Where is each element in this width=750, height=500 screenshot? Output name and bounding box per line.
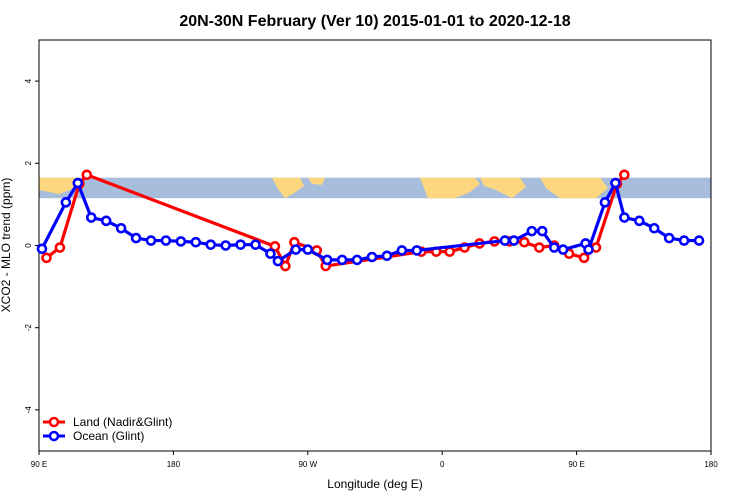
data-point	[583, 244, 594, 255]
data-point	[269, 241, 281, 252]
data-point	[610, 177, 621, 189]
data-point	[548, 242, 560, 253]
data-point	[130, 232, 142, 244]
data-point	[396, 245, 408, 256]
data-point	[693, 235, 705, 246]
data-point	[190, 236, 202, 248]
data-point	[366, 251, 378, 263]
x-tick-label: 180	[167, 460, 181, 469]
data-point	[634, 215, 645, 227]
data-point	[145, 235, 157, 246]
map-land-shape	[420, 177, 480, 199]
data-point	[533, 242, 545, 253]
x-tick-label: 180	[704, 460, 718, 469]
data-point	[265, 248, 276, 260]
series-layer	[36, 169, 705, 272]
data-point	[619, 212, 630, 223]
legend-marker-land	[48, 416, 60, 428]
legend-item-ocean: Ocean (Glint)	[43, 429, 144, 443]
data-point	[508, 235, 520, 246]
data-point	[36, 243, 48, 255]
legend-label-ocean: Ocean (Glint)	[73, 429, 144, 443]
data-point	[290, 244, 302, 255]
x-axis: 90 E 180 90 W 0 90 E 180	[31, 451, 718, 469]
data-point	[54, 242, 66, 253]
data-point	[81, 169, 93, 181]
world-map-band	[39, 177, 711, 199]
data-point	[100, 215, 112, 227]
data-point	[619, 169, 630, 181]
data-point	[526, 225, 538, 237]
legend-marker-ocean	[48, 430, 60, 442]
y-tick-label: -4	[24, 406, 33, 414]
data-point	[72, 177, 84, 189]
x-tick-label: 90 W	[298, 460, 317, 469]
data-point	[235, 239, 246, 250]
legend: Land (Nadir&Glint) Ocean (Glint)	[43, 415, 172, 443]
data-point	[280, 260, 291, 272]
data-point	[41, 252, 52, 264]
data-point	[250, 239, 261, 250]
data-point	[175, 236, 187, 247]
y-tick-label: -2	[24, 324, 33, 332]
data-point	[648, 222, 660, 234]
series-ocean	[36, 177, 705, 267]
data-point	[220, 240, 231, 251]
data-point	[499, 235, 511, 246]
legend-label-land: Land (Nadir&Glint)	[73, 415, 172, 429]
legend-item-land: Land (Nadir&Glint)	[43, 415, 172, 429]
map-land-shape	[308, 177, 325, 185]
data-point	[115, 222, 127, 234]
map-land-shape	[540, 177, 608, 199]
y-tick-label: 4	[24, 78, 33, 83]
map-land-shapes	[39, 177, 608, 199]
map-land-shape	[272, 177, 304, 199]
data-point	[85, 212, 97, 223]
data-point	[536, 225, 548, 237]
data-point	[60, 197, 72, 208]
x-tick-label: 90 E	[568, 460, 584, 469]
data-point	[321, 254, 333, 266]
map-land-shape	[480, 177, 526, 199]
map-land-shape	[39, 177, 79, 195]
y-axis-label: XCO2 - MLO trend (ppm)	[0, 178, 13, 313]
data-point	[663, 232, 675, 244]
x-tick-label: 0	[440, 460, 445, 469]
data-point	[160, 235, 172, 246]
data-point	[599, 197, 611, 208]
data-point	[578, 252, 590, 264]
plot-frame	[38, 39, 712, 452]
y-tick-label: 0	[24, 243, 33, 248]
x-tick-label: 90 E	[31, 460, 47, 469]
data-point	[336, 254, 348, 266]
x-axis-label: Longitude (deg E)	[327, 477, 422, 491]
data-point	[444, 246, 455, 257]
data-point	[678, 235, 690, 246]
data-point	[302, 244, 314, 255]
y-axis: -4 -2 0 2 4	[24, 78, 39, 413]
y-tick-label: 2	[24, 161, 33, 166]
data-point	[205, 239, 217, 250]
data-point	[411, 245, 423, 256]
series-land	[41, 169, 630, 272]
data-point	[351, 254, 363, 266]
data-point	[557, 244, 569, 255]
data-point	[381, 250, 393, 262]
data-point	[272, 255, 284, 267]
data-point	[519, 236, 530, 248]
chart-title: 20N-30N February (Ver 10) 2015-01-01 to …	[179, 13, 570, 30]
